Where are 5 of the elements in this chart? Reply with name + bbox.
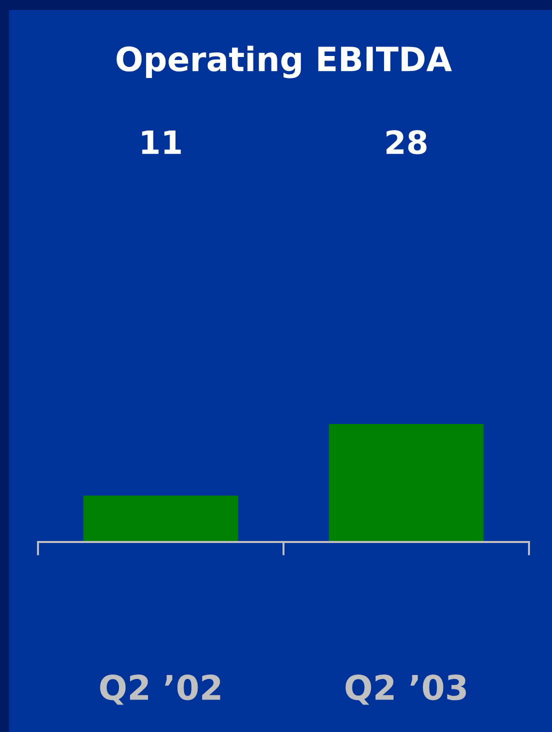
chart-title: Operating EBITDA [116,46,452,78]
data-label: 28 [386,130,426,154]
data-label: 11 [142,130,181,154]
x-tick-label: Q2 ’02 [100,674,220,705]
x-tick-label: Q2 ’03 [346,674,466,705]
